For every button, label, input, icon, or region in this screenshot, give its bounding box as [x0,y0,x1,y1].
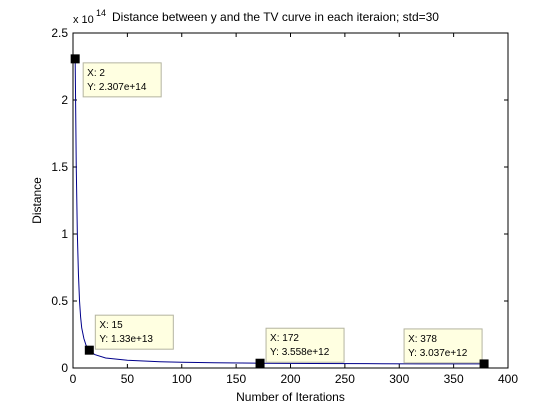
y-tick-label: 0.5 [51,294,68,308]
y-tick-label: 1.5 [51,160,68,174]
datatip-box [82,62,162,98]
x-tick-label: 0 [70,372,77,386]
datatip-box [265,327,345,363]
x-tick-label: 200 [280,372,300,386]
y-tick-label: 2 [61,93,68,107]
datatip-x-label: X: 15 [99,320,123,331]
datatip-box [94,314,174,350]
datatip-x-label: X: 2 [87,68,105,79]
datatip-box [403,328,483,364]
y-exponent-power: 14 [96,8,106,18]
datatip-marker [255,358,265,368]
datatip-marker [70,54,80,64]
y-tick-label: 1 [61,227,68,241]
y-axis-label: Distance [30,177,44,224]
y-tick-label: 2.5 [51,26,68,40]
datatip-marker [479,359,489,369]
y-exponent-base: x 10 [73,14,94,26]
datatip-x-label: X: 172 [270,333,299,344]
x-tick-label: 250 [335,372,355,386]
datatip-marker [84,345,94,355]
x-tick-label: 400 [498,372,518,386]
series-line [74,58,485,365]
datatip-x-label: X: 378 [408,334,437,345]
datatip-y-label: Y: 2.307e+14 [87,82,147,93]
y-tick-label: 0 [61,361,68,375]
datatip-y-label: Y: 3.037e+12 [408,348,468,359]
datatip-y-label: Y: 1.33e+13 [99,334,153,345]
x-axis-label: Number of Iterations [236,390,345,404]
x-tick-label: 50 [121,372,135,386]
x-tick-label: 300 [389,372,409,386]
chart-title: Distance between y and the TV curve in e… [112,10,439,24]
x-tick-label: 100 [172,372,192,386]
x-tick-label: 350 [444,372,464,386]
datatip-y-label: Y: 3.558e+12 [270,347,330,358]
x-tick-label: 150 [226,372,246,386]
